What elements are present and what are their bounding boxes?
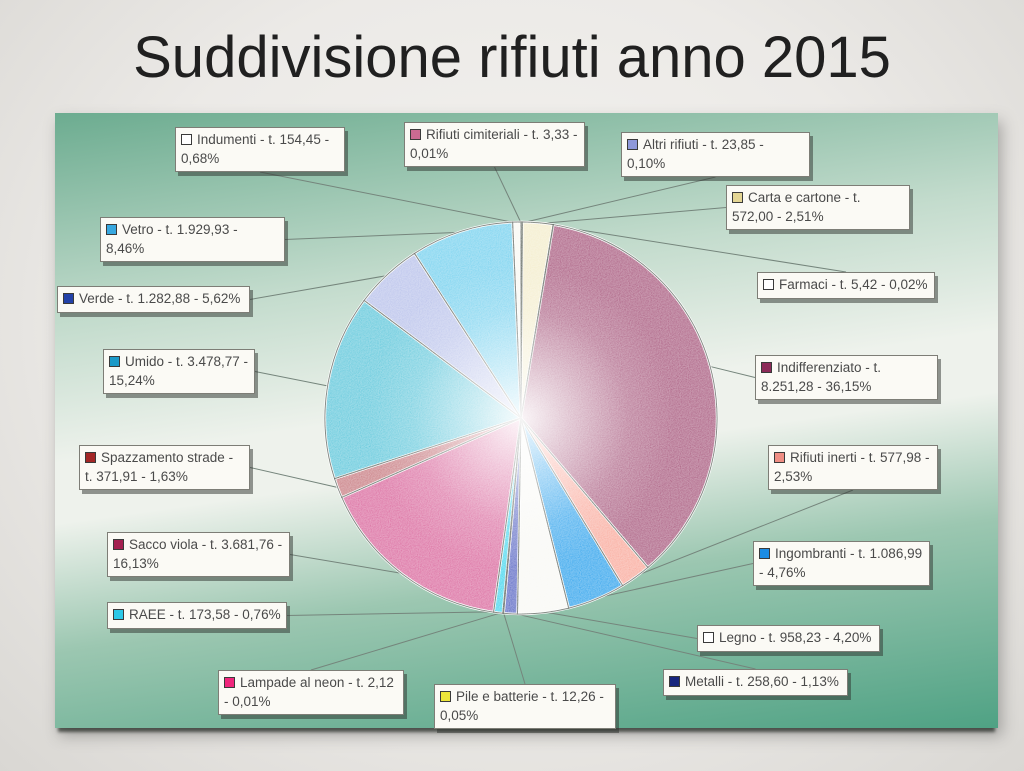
legend-callout-rifiuti-inerti: Rifiuti inerti - t. 577,98 - 2,53% (768, 445, 938, 491)
legend-swatch-rifiuti-cimiteriali (410, 129, 421, 140)
pie-center-highlight (325, 222, 717, 614)
legend-swatch-altri-rifiuti (627, 139, 638, 150)
legend-swatch-sacco-viola (113, 539, 124, 550)
legend-callout-umido: Umido - t. 3.478,77 - 15,24% (103, 349, 255, 395)
legend-label: Spazzamento strade - t. 371,91 - 1,63% (85, 450, 234, 484)
legend-label: Indifferenziato - t. 8.251,28 - 36,15% (761, 360, 882, 394)
pie-slice-outlines (324, 221, 718, 615)
leader-line-verde (249, 274, 388, 300)
legend-callout-indifferenziato: Indifferenziato - t. 8.251,28 - 36,15% (755, 355, 938, 401)
legend-callout-vetro: Vetro - t. 1.929,93 - 8,46% (100, 217, 285, 263)
leader-line-vetro (284, 231, 462, 240)
legend-swatch-indifferenziato (761, 362, 772, 373)
legend-swatch-metalli (669, 676, 680, 687)
leader-line-indumenti (259, 171, 517, 224)
legend-swatch-ingombranti (759, 548, 770, 559)
leader-line-farmaci (553, 225, 847, 273)
pie-chart (249, 166, 854, 685)
legend-label: RAEE - t. 173,58 - 0,76% (129, 607, 281, 622)
legend-label: Ingombranti - t. 1.086,99 - 4,76% (759, 546, 923, 580)
legend-label: Rifiuti cimiteriali - t. 3,33 - 0,01% (410, 127, 578, 161)
leader-line-pile-e-batterie (502, 612, 526, 685)
legend-callout-pile-e-batterie: Pile e batterie - t. 12,26 - 0,05% (434, 684, 616, 730)
legend-label: Sacco viola - t. 3.681,76 - 16,13% (113, 537, 283, 571)
leader-line-spazzamento-strade (249, 467, 340, 489)
leader-line-rifiuti-cimiteriali (494, 166, 522, 224)
legend-swatch-rifiuti-inerti (774, 452, 785, 463)
legend-label: Pile e batterie - t. 12,26 - 0,05% (440, 689, 604, 723)
legend-swatch-umido (109, 356, 120, 367)
legend-callout-sacco-viola: Sacco viola - t. 3.681,76 - 16,13% (107, 532, 290, 578)
leader-line-umido (254, 371, 329, 387)
legend-label: Legno - t. 958,23 - 4,20% (719, 630, 872, 645)
legend-callout-indumenti: Indumenti - t. 154,45 - 0,68% (175, 127, 345, 173)
leader-line-lampade-al-neon (310, 611, 504, 671)
legend-callout-carta-e-cartone: Carta e cartone - t. 572,00 - 2,51% (726, 185, 910, 231)
legend-label: Carta e cartone - t. 572,00 - 2,51% (732, 190, 861, 224)
legend-swatch-carta-e-cartone (732, 192, 743, 203)
legend-swatch-raee (113, 609, 124, 620)
legend-swatch-lampade-al-neon (224, 677, 235, 688)
legend-callout-farmaci: Farmaci - t. 5,42 - 0,02% (757, 272, 935, 299)
chart-title: Suddivisione rifiuti anno 2015 (133, 25, 891, 90)
leader-line-altri-rifiuti (521, 176, 716, 224)
leader-line-ingombranti (595, 563, 754, 599)
legend-callout-legno: Legno - t. 958,23 - 4,20% (697, 625, 880, 652)
legend-label: Lampade al neon - t. 2,12 - 0,01% (224, 675, 394, 709)
legend-label: Farmaci - t. 5,42 - 0,02% (779, 277, 928, 292)
legend-label: Indumenti - t. 154,45 - 0,68% (181, 132, 330, 166)
legend-callout-metalli: Metalli - t. 258,60 - 1,13% (663, 669, 848, 696)
leader-line-sacco-viola (289, 554, 404, 575)
legend-label: Vetro - t. 1.929,93 - 8,46% (106, 222, 238, 256)
legend-swatch-farmaci (763, 279, 774, 290)
legend-swatch-vetro (106, 224, 117, 235)
legend-callout-lampade-al-neon: Lampade al neon - t. 2,12 - 0,01% (218, 670, 404, 716)
legend-callout-rifiuti-cimiteriali: Rifiuti cimiteriali - t. 3,33 - 0,01% (404, 122, 585, 168)
leader-line-rifiuti-inerti (634, 489, 854, 577)
leader-line-metalli (510, 612, 756, 670)
legend-swatch-pile-e-batterie (440, 691, 451, 702)
leader-line-legno (543, 611, 698, 639)
legend-swatch-legno (703, 632, 714, 643)
leader-lines (249, 166, 854, 685)
legend-callout-verde: Verde - t. 1.282,88 - 5,62% (57, 286, 250, 313)
legend-label: Altri rifiuti - t. 23,85 - 0,10% (627, 137, 764, 171)
legend-swatch-indumenti (181, 134, 192, 145)
legend-label: Metalli - t. 258,60 - 1,13% (685, 674, 839, 689)
legend-label: Verde - t. 1.282,88 - 5,62% (79, 291, 241, 306)
legend-callout-raee: RAEE - t. 173,58 - 0,76% (107, 602, 287, 629)
leader-line-raee (286, 611, 499, 616)
legend-swatch-spazzamento-strade (85, 452, 96, 463)
legend-swatch-verde (63, 293, 74, 304)
chart-slide: Rifiuti cimiteriali - t. 3,33 - 0,01% Alt… (55, 113, 998, 730)
legend-callout-spazzamento-strade: Spazzamento strade - t. 371,91 - 1,63% (79, 445, 250, 491)
legend-label: Rifiuti inerti - t. 577,98 - 2,53% (774, 450, 930, 484)
legend-callout-ingombranti: Ingombranti - t. 1.086,99 - 4,76% (753, 541, 930, 587)
legend-callout-altri-rifiuti: Altri rifiuti - t. 23,85 - 0,10% (621, 132, 810, 178)
leader-line-indifferenziato (708, 365, 756, 378)
leader-line-carta-e-cartone (537, 207, 727, 225)
legend-label: Umido - t. 3.478,77 - 15,24% (109, 354, 249, 388)
